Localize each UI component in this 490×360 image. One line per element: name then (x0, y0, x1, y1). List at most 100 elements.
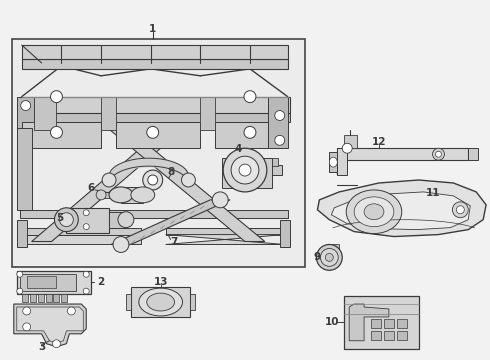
Polygon shape (468, 148, 478, 160)
Polygon shape (222, 148, 272, 188)
Polygon shape (14, 304, 86, 347)
Ellipse shape (223, 148, 267, 192)
Bar (26, 276, 56, 288)
Polygon shape (22, 122, 101, 148)
Ellipse shape (346, 190, 402, 234)
Polygon shape (22, 59, 288, 69)
Ellipse shape (342, 143, 352, 153)
Polygon shape (166, 235, 285, 244)
Ellipse shape (275, 135, 285, 145)
Polygon shape (337, 148, 347, 175)
Bar (38, 294, 44, 302)
Polygon shape (17, 96, 34, 130)
Ellipse shape (54, 208, 78, 231)
Text: 13: 13 (153, 277, 168, 287)
Text: 3: 3 (38, 342, 45, 352)
Polygon shape (384, 331, 394, 340)
Ellipse shape (83, 210, 89, 216)
Text: 2: 2 (98, 277, 105, 287)
Ellipse shape (325, 253, 333, 261)
Text: 9: 9 (314, 252, 321, 262)
Bar (61, 294, 68, 302)
Polygon shape (371, 331, 381, 340)
Ellipse shape (239, 164, 251, 176)
Bar (101, 192, 121, 198)
Polygon shape (200, 96, 215, 130)
Bar (30, 294, 36, 302)
Polygon shape (131, 287, 191, 317)
Bar (267, 165, 282, 175)
Polygon shape (126, 294, 131, 310)
Polygon shape (344, 135, 357, 148)
Ellipse shape (21, 100, 31, 111)
Polygon shape (111, 200, 230, 244)
Bar (46, 294, 51, 302)
Text: 8: 8 (167, 167, 174, 177)
Ellipse shape (52, 340, 60, 348)
Text: 5: 5 (56, 213, 63, 223)
Ellipse shape (456, 206, 465, 214)
Text: 1: 1 (149, 24, 156, 34)
Ellipse shape (148, 175, 158, 185)
Bar (22, 294, 28, 302)
Polygon shape (22, 113, 290, 122)
Ellipse shape (143, 170, 163, 190)
Polygon shape (397, 319, 407, 328)
Ellipse shape (244, 126, 256, 138)
Text: 7: 7 (170, 237, 177, 247)
Polygon shape (22, 228, 141, 235)
Polygon shape (17, 271, 91, 294)
Bar (12, 39, 305, 267)
Ellipse shape (433, 148, 444, 160)
Ellipse shape (17, 288, 23, 294)
Polygon shape (22, 96, 290, 113)
Ellipse shape (96, 190, 106, 200)
Polygon shape (17, 220, 26, 247)
Ellipse shape (68, 307, 75, 315)
Ellipse shape (364, 204, 384, 220)
Polygon shape (166, 228, 285, 235)
Ellipse shape (354, 197, 394, 227)
Text: 4: 4 (234, 144, 242, 154)
Ellipse shape (23, 323, 31, 331)
Bar (260, 158, 278, 166)
Polygon shape (66, 208, 109, 233)
Ellipse shape (118, 212, 134, 228)
Ellipse shape (275, 111, 285, 121)
Ellipse shape (113, 237, 129, 252)
Ellipse shape (102, 173, 116, 187)
Ellipse shape (17, 271, 23, 277)
Ellipse shape (317, 244, 342, 270)
Text: 11: 11 (426, 188, 441, 198)
Polygon shape (280, 220, 290, 247)
Ellipse shape (329, 157, 337, 167)
Polygon shape (344, 296, 418, 349)
Polygon shape (349, 304, 389, 341)
Polygon shape (17, 307, 83, 343)
Ellipse shape (320, 248, 338, 266)
Ellipse shape (109, 187, 133, 203)
Ellipse shape (244, 91, 256, 103)
Polygon shape (329, 243, 339, 249)
Bar (53, 294, 59, 302)
Ellipse shape (181, 173, 196, 187)
Polygon shape (191, 294, 196, 310)
Ellipse shape (83, 224, 89, 230)
Polygon shape (17, 129, 32, 210)
Polygon shape (20, 274, 76, 291)
Ellipse shape (131, 187, 155, 203)
Ellipse shape (147, 293, 174, 311)
Polygon shape (32, 118, 196, 242)
Ellipse shape (212, 192, 228, 208)
Polygon shape (22, 235, 141, 244)
Polygon shape (318, 180, 486, 237)
Text: 12: 12 (372, 137, 386, 147)
Polygon shape (397, 331, 407, 340)
Ellipse shape (436, 151, 441, 157)
Polygon shape (384, 319, 394, 328)
Ellipse shape (50, 126, 62, 138)
Polygon shape (101, 96, 116, 130)
Ellipse shape (147, 126, 159, 138)
Ellipse shape (23, 307, 31, 315)
Polygon shape (20, 210, 288, 218)
